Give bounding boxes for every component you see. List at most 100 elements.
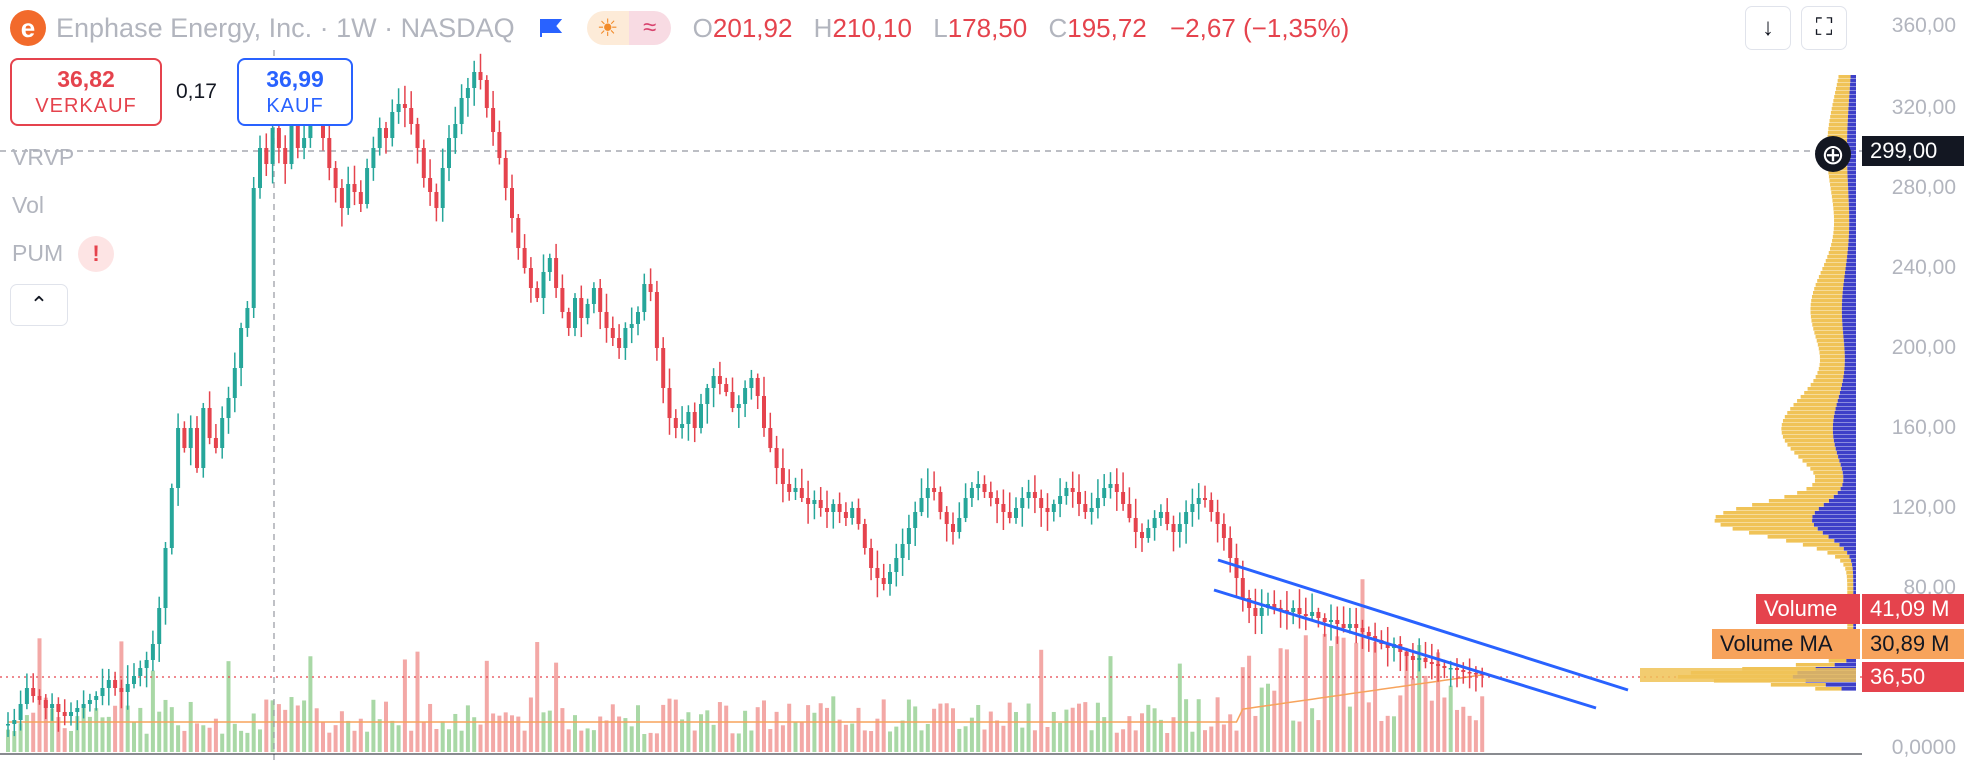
- volume-profile-up-bar: [1828, 175, 1848, 179]
- volume-bar: [1392, 716, 1396, 752]
- volume-profile-down-bar: [1840, 463, 1856, 467]
- volume-profile-down-bar: [1842, 299, 1856, 303]
- candle-body: [1121, 492, 1126, 504]
- volume-bar: [610, 704, 615, 752]
- volume-bar: [497, 715, 502, 752]
- sell-button[interactable]: 36,82 VERKAUF: [10, 58, 162, 126]
- volume-profile-down-bar: [1846, 259, 1856, 263]
- volume-bar: [925, 723, 930, 752]
- candle-body: [1051, 504, 1056, 512]
- buy-button[interactable]: 36,99 KAUF: [237, 58, 353, 126]
- volume-bar: [951, 708, 955, 752]
- candle-body: [12, 720, 17, 724]
- candle-body: [245, 308, 250, 328]
- candle-body: [81, 704, 86, 708]
- volume-bar: [1448, 685, 1453, 752]
- volume-profile-down-bar: [1828, 535, 1856, 539]
- volume-profile-down-bar: [1833, 415, 1856, 419]
- volume-bar: [1442, 697, 1447, 752]
- symbol-title[interactable]: Enphase Energy, Inc. · 1W · NASDAQ: [56, 12, 515, 43]
- volume-profile-down-bar: [1847, 143, 1856, 147]
- volume-value: 41,09 M: [1862, 594, 1964, 624]
- volume-profile-up-bar: [1828, 171, 1848, 175]
- candle-body: [919, 498, 924, 512]
- volume-profile-down-bar: [1849, 555, 1856, 559]
- candle-body: [434, 192, 439, 208]
- add-alert-icon[interactable]: ⊕: [1815, 136, 1851, 172]
- volume-profile-up-bar: [1714, 519, 1813, 523]
- volume-bar: [673, 699, 678, 752]
- volume-profile-down-bar: [1835, 407, 1856, 411]
- volume-profile-up-bar: [1804, 391, 1840, 395]
- trend-channel[interactable]: [1213, 558, 1629, 710]
- volume-bar: [1473, 720, 1478, 752]
- volume-bar: [1373, 641, 1378, 752]
- volume-bar: [1221, 724, 1226, 752]
- volume-bar: [598, 716, 603, 752]
- indicator-vrvp[interactable]: VRVP: [12, 144, 75, 170]
- volume-bar: [1058, 722, 1063, 752]
- volume-profile-down-bar: [1847, 163, 1856, 167]
- volume-profile-up-bar: [1827, 255, 1848, 259]
- candle-body: [629, 324, 634, 328]
- volume-profile-up-bar: [1833, 215, 1850, 219]
- volume-bar: [239, 730, 244, 752]
- volume-profile-down-bar: [1850, 75, 1856, 79]
- candle-body: [963, 498, 968, 518]
- volume-profile-down-bar: [1847, 251, 1856, 255]
- volume-bar: [283, 709, 288, 752]
- candle-body: [566, 312, 571, 328]
- volume-bar: [207, 727, 212, 752]
- enphase-logo-icon[interactable]: e: [10, 10, 46, 46]
- volume-profile-down-bar: [1848, 231, 1856, 235]
- candle-body: [289, 118, 294, 164]
- volume-bar: [50, 708, 55, 752]
- volume-profile-up-bar: [1807, 387, 1841, 391]
- volume-profile-up-bar: [1810, 467, 1842, 471]
- volume-bar: [837, 719, 842, 752]
- volume-bar: [447, 729, 451, 752]
- candle-body: [554, 258, 559, 288]
- indicator-pum[interactable]: PUM: [12, 240, 64, 266]
- market-status-pill[interactable]: ☀ ≈: [586, 11, 671, 45]
- volume-profile-up-bar: [1817, 279, 1844, 283]
- volume-bar: [743, 710, 748, 752]
- volume-profile-up-bar: [1770, 683, 1826, 687]
- candle-body: [1259, 608, 1264, 616]
- candle-body: [276, 128, 281, 148]
- candle-body: [421, 148, 426, 178]
- fullscreen-icon[interactable]: ⛶: [1801, 6, 1847, 50]
- candle-body: [743, 388, 748, 404]
- volume-profile-down-bar: [1841, 687, 1856, 691]
- candle-body: [869, 548, 874, 568]
- price-axis[interactable]: 360,00 320,00 280,00 240,00 200,00 160,0…: [1862, 0, 1964, 764]
- volume-profile-up-bar: [1832, 235, 1849, 239]
- volume-bar: [881, 699, 886, 752]
- candle-body: [818, 500, 823, 508]
- candle-body: [585, 304, 590, 318]
- candle-body: [856, 508, 861, 524]
- volume-profile-down-bar: [1842, 379, 1856, 383]
- candle-body: [1095, 498, 1100, 508]
- volume-profile-down-bar: [1841, 383, 1856, 387]
- arrow-down-icon[interactable]: ↓: [1745, 6, 1791, 50]
- volume-profile-up-bar: [1847, 583, 1854, 587]
- flag-icon[interactable]: [539, 17, 563, 39]
- candle-body: [18, 704, 23, 720]
- candle-body: [106, 680, 111, 688]
- candle-body: [1184, 512, 1189, 524]
- volume-profile-down-bar: [1832, 431, 1856, 435]
- volume-profile-up-bar: [1797, 399, 1838, 403]
- chevron-up-icon[interactable]: ⌃: [10, 284, 68, 326]
- warning-icon[interactable]: !: [78, 236, 114, 272]
- candle-body: [604, 312, 609, 328]
- candle-body: [1039, 498, 1044, 508]
- volume-bars: [6, 579, 1485, 752]
- volume-bar: [1215, 697, 1220, 752]
- volume-profile-up-bar: [1834, 95, 1850, 99]
- candle-body: [182, 428, 187, 448]
- candle-body: [843, 512, 848, 518]
- indicator-vol[interactable]: Vol: [12, 192, 44, 218]
- volume-bar: [642, 733, 647, 752]
- spread-value: 0,17: [176, 80, 217, 103]
